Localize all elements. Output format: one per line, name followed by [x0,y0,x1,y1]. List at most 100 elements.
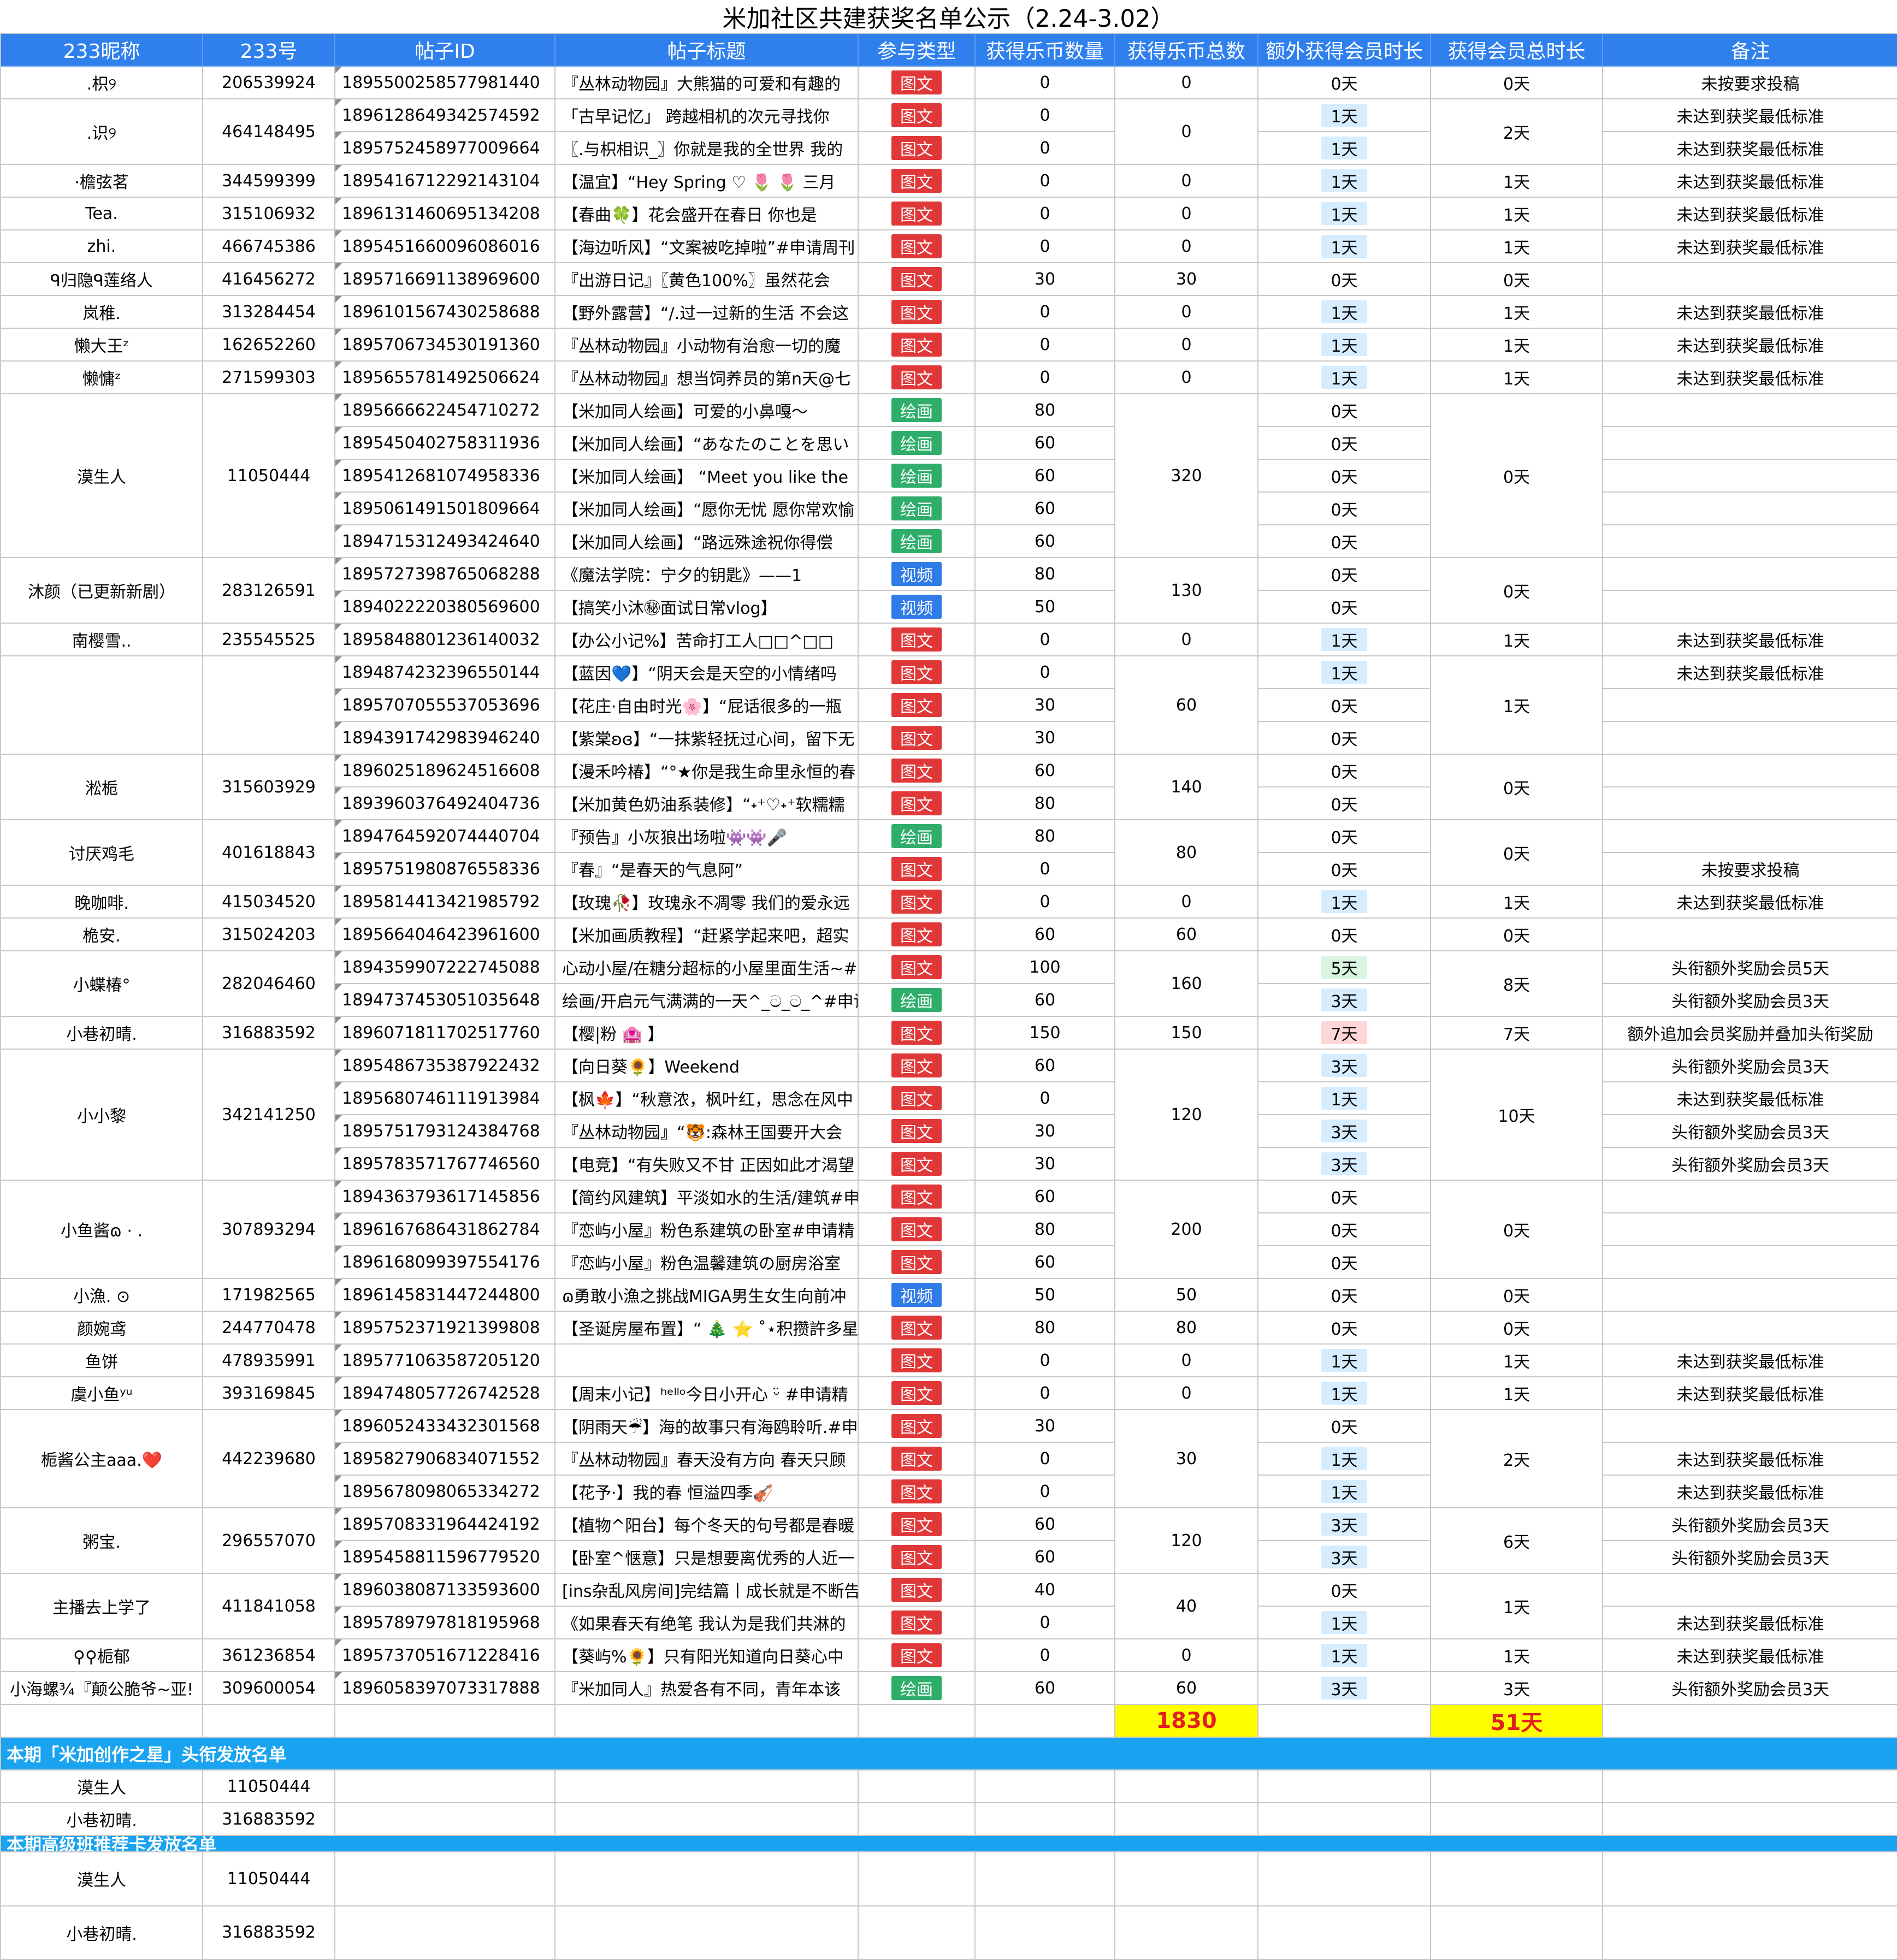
extra-vip-cell[interactable]: 0天 [1258,460,1431,493]
user-nickname[interactable]: 懒大王ᶻ [1,329,203,362]
remark-cell[interactable] [1603,460,1897,493]
post-id-cell[interactable]: 1895061491501809664 [335,493,555,525]
user-nickname[interactable]: 颜婉鸢 [1,1312,203,1345]
coins-cell[interactable]: 0 [976,1345,1115,1377]
user-nickname[interactable]: 淞栀 [1,755,203,820]
post-title-cell[interactable]: 【温宜】“Hey Spring ♡ 🌷 🌷 三月 [555,165,859,198]
empty-cell[interactable] [1,1705,203,1738]
coins-cell[interactable]: 0 [976,886,1115,919]
coins-cell[interactable]: 0 [976,1607,1115,1639]
post-id-cell[interactable]: 1896052433432301568 [335,1410,555,1443]
vip-total-cell[interactable]: 0天 [1431,394,1603,558]
coins-total-cell[interactable]: 0 [1115,886,1258,919]
post-id-cell[interactable]: 1895751980876558336 [335,853,555,886]
post-title-cell[interactable]: 【简约风建筑】平淡如水的生活/建筑#申 [555,1181,859,1213]
entry-type-cell[interactable]: 图文 [859,99,976,132]
post-title-cell[interactable]: 【米加同人绘画】 “Meet you like the [555,460,859,493]
coins-total-cell[interactable]: 50 [1115,1279,1258,1312]
entry-type-cell[interactable]: 图文 [859,67,976,99]
vip-grand-total[interactable]: 51天 [1431,1705,1603,1738]
entry-type-cell[interactable]: 图文 [859,1377,976,1410]
remark-cell[interactable]: 头衔额外奖励会员3天 [1603,984,1897,1017]
remark-cell[interactable]: 头衔额外奖励会员3天 [1603,1050,1897,1082]
post-id-cell[interactable]: 1895666622454710272 [335,394,555,427]
remark-cell[interactable] [1603,1246,1897,1279]
extra-vip-cell[interactable]: 0天 [1258,722,1431,755]
section-header[interactable]: 本期「米加创作之星」头衔发放名单 [1,1738,1897,1770]
empty-cell[interactable] [1431,1852,1603,1906]
user-account-id[interactable]: 361236854 [203,1639,335,1672]
remark-cell[interactable]: 未达到获奖最低标准 [1603,1443,1897,1476]
section-account-id[interactable]: 316883592 [203,1906,335,1960]
entry-type-cell[interactable]: 图文 [859,1410,976,1443]
vip-total-cell[interactable]: 1天 [1431,230,1603,263]
extra-vip-cell[interactable]: 0天 [1258,525,1431,558]
post-title-cell[interactable]: 『丛林动物园』“🐯:森林王国要开大会 [555,1115,859,1148]
post-title-cell[interactable]: 【向日葵🌻】Weekend [555,1050,859,1082]
extra-vip-cell[interactable]: 3天 [1258,1508,1431,1541]
coins-total-cell[interactable]: 150 [1115,1017,1258,1050]
section-header[interactable]: 本期高级班推荐卡发放名单 [1,1836,1897,1852]
coins-cell[interactable]: 30 [976,1410,1115,1443]
empty-cell[interactable] [1603,1705,1897,1738]
vip-total-cell[interactable]: 0天 [1431,1312,1603,1345]
coins-grand-total[interactable]: 1830 [1115,1705,1258,1738]
remark-cell[interactable]: 未达到获奖最低标准 [1603,296,1897,329]
post-id-cell[interactable]: 1894391742983946240 [335,722,555,755]
user-account-id[interactable]: 416456272 [203,263,335,296]
coins-cell[interactable]: 60 [976,1672,1115,1705]
remark-cell[interactable] [1603,394,1897,427]
extra-vip-cell[interactable]: 0天 [1258,755,1431,787]
entry-type-cell[interactable]: 图文 [859,1148,976,1181]
coins-total-cell[interactable]: 40 [1115,1574,1258,1639]
post-title-cell[interactable]: 【樱|粉 🏩 】 [555,1017,859,1050]
entry-type-cell[interactable]: 图文 [859,624,976,656]
post-title-cell[interactable] [555,1345,859,1377]
vip-total-cell[interactable]: 1天 [1431,624,1603,656]
empty-cell[interactable] [1603,1770,1897,1803]
coins-cell[interactable]: 80 [976,820,1115,853]
remark-cell[interactable]: 未达到获奖最低标准 [1603,99,1897,132]
remark-cell[interactable] [1603,493,1897,525]
remark-cell[interactable] [1603,591,1897,624]
user-account-id[interactable]: 393169845 [203,1377,335,1410]
extra-vip-cell[interactable]: 3天 [1258,1148,1431,1181]
extra-vip-cell[interactable]: 1天 [1258,1345,1431,1377]
post-title-cell[interactable]: 【米加画质教程】“赶紧学起来吧，超实 [555,919,859,951]
extra-vip-cell[interactable]: 0天 [1258,1246,1431,1279]
remark-cell[interactable]: 头衔额外奖励会员5天 [1603,951,1897,984]
extra-vip-cell[interactable]: 0天 [1258,919,1431,951]
entry-type-cell[interactable]: 图文 [859,1607,976,1639]
coins-cell[interactable]: 50 [976,591,1115,624]
coins-cell[interactable]: 60 [976,1050,1115,1082]
empty-cell[interactable] [859,1852,976,1906]
coins-cell[interactable]: 30 [976,1115,1115,1148]
post-title-cell[interactable]: 『恋屿小屋』粉色温馨建筑の厨房浴室 [555,1246,859,1279]
post-title-cell[interactable]: 【紫棠ʚɞ】“一抹紫轻抚过心间，留下无 [555,722,859,755]
coins-cell[interactable]: 150 [976,1017,1115,1050]
post-title-cell[interactable]: 【搞笑小沐㊙面试日常vlog】 [555,591,859,624]
coins-cell[interactable]: 60 [976,1541,1115,1574]
extra-vip-cell[interactable]: 0天 [1258,820,1431,853]
header-coins-total[interactable]: 获得乐币总数 [1115,34,1258,67]
coins-cell[interactable]: 0 [976,1082,1115,1115]
empty-cell[interactable] [1431,1770,1603,1803]
user-account-id[interactable]: 309600054 [203,1672,335,1705]
post-id-cell[interactable]: 1896038087133593600 [335,1574,555,1607]
coins-cell[interactable]: 80 [976,1213,1115,1246]
user-nickname[interactable]: 小蝶椿° [1,951,203,1017]
section-nickname[interactable]: 小巷初晴. [1,1906,203,1960]
post-id-cell[interactable]: 1895486735387922432 [335,1050,555,1082]
coins-total-cell[interactable]: 160 [1115,951,1258,1017]
empty-cell[interactable] [1115,1770,1258,1803]
vip-total-cell[interactable]: 1天 [1431,656,1603,755]
coins-total-cell[interactable]: 30 [1115,1410,1258,1508]
coins-total-cell[interactable]: 0 [1115,1345,1258,1377]
coins-total-cell[interactable]: 60 [1115,919,1258,951]
post-title-cell[interactable]: 【米加同人绘画】“あなたのことを思い [555,427,859,460]
coins-cell[interactable]: 60 [976,919,1115,951]
coins-cell[interactable]: 0 [976,362,1115,394]
vip-total-cell[interactable]: 1天 [1431,1574,1603,1639]
remark-cell[interactable]: 未达到获奖最低标准 [1603,165,1897,198]
extra-vip-cell[interactable]: 0天 [1258,1279,1431,1312]
